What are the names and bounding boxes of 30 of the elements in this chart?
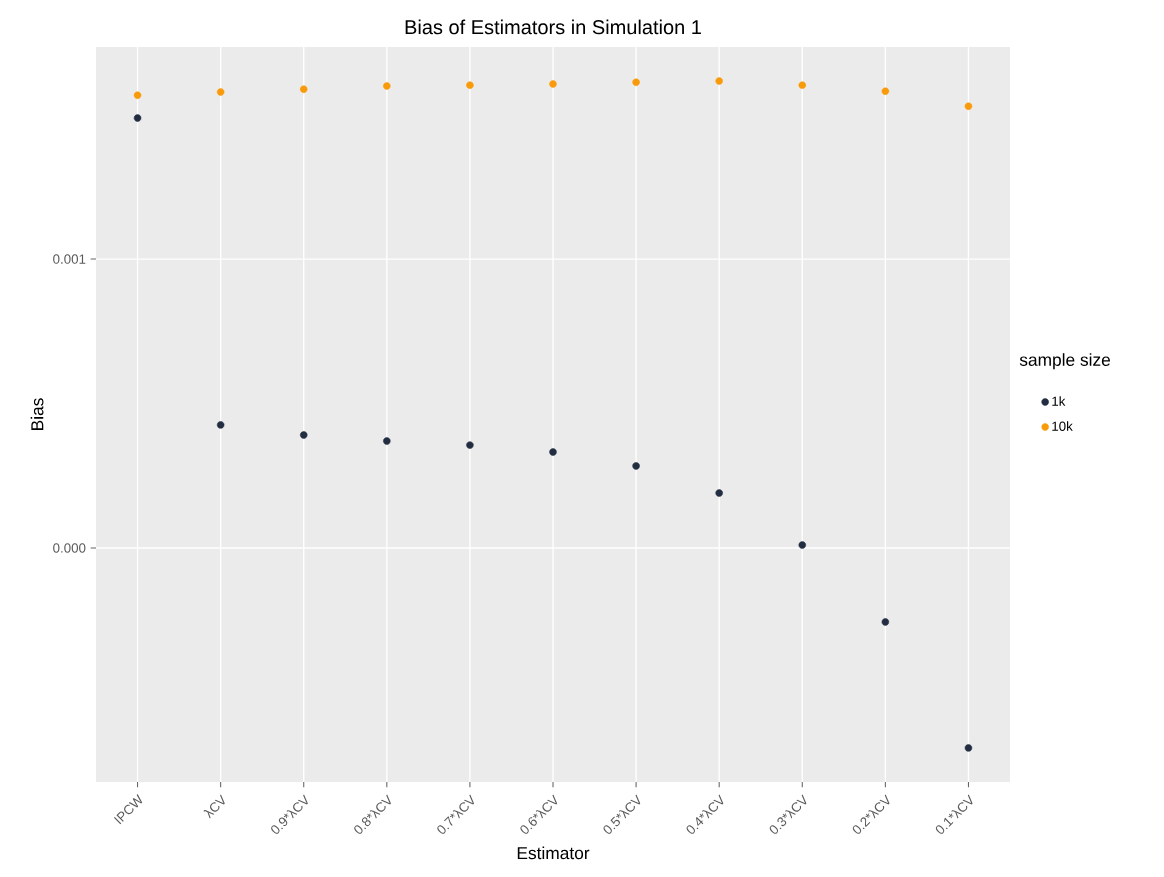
point <box>881 87 890 95</box>
x-axis-title: Estimator <box>517 846 590 860</box>
point <box>133 91 142 99</box>
point <box>216 88 225 96</box>
point <box>383 437 391 445</box>
point <box>715 77 723 85</box>
legend-title: sample size <box>1019 353 1110 370</box>
point <box>549 448 557 456</box>
point <box>964 744 973 752</box>
point <box>632 78 640 86</box>
legend-label: 10k <box>1052 421 1073 431</box>
point <box>549 80 557 88</box>
point <box>715 489 723 497</box>
legend-label: 1k <box>1052 396 1066 406</box>
point <box>964 102 973 110</box>
point <box>798 81 807 89</box>
point <box>383 82 391 90</box>
point <box>300 431 308 439</box>
point <box>466 441 474 449</box>
chart-title: Bias of Estimators in Simulation 1 <box>405 19 701 35</box>
point <box>798 541 807 549</box>
point <box>466 81 474 89</box>
point <box>632 462 640 470</box>
y-tick-label: 0.001 <box>53 254 86 264</box>
point <box>881 618 890 626</box>
point <box>300 85 308 93</box>
y-tick-label: 0.000 <box>53 543 86 553</box>
y-axis-title: Bias <box>30 398 44 430</box>
point <box>216 421 225 429</box>
point <box>133 114 142 122</box>
